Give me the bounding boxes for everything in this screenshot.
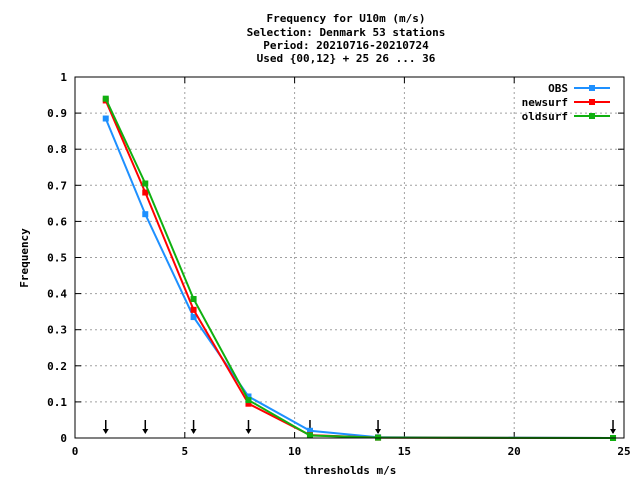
title-line-4: Used {00,12} + 25 26 ... 36: [257, 52, 436, 65]
y-tick-label: 1: [60, 71, 67, 84]
data-point-newsurf: [190, 306, 197, 313]
threshold-arrow-head: [375, 429, 382, 434]
threshold-arrow-head: [190, 429, 197, 434]
series-oldsurf: [102, 95, 617, 441]
legend-item-OBS: OBS: [548, 82, 610, 95]
threshold-arrow-head: [245, 429, 252, 434]
data-point-newsurf: [142, 189, 149, 196]
y-tick-label: 0.5: [47, 252, 67, 265]
y-tick-label: 0.2: [47, 360, 67, 373]
threshold-arrow-icon: [610, 420, 617, 434]
series-line-OBS: [104, 118, 614, 439]
data-point-oldsurf: [306, 432, 313, 439]
y-tick-label: 0.9: [47, 107, 67, 120]
threshold-arrow-head: [610, 429, 617, 434]
x-tick-label: 25: [617, 445, 630, 458]
threshold-arrow-icon: [245, 420, 252, 434]
y-tick-label: 0.6: [47, 215, 67, 228]
y-tick-label: 0.4: [47, 288, 67, 301]
series-newsurf: [102, 97, 617, 441]
legend-swatch-marker: [589, 85, 595, 91]
data-point-OBS: [190, 314, 197, 321]
y-tick-label: 0.8: [47, 143, 67, 156]
plot-frame: [74, 76, 625, 439]
x-tick-label: 20: [508, 445, 521, 458]
data-point-oldsurf: [190, 296, 197, 303]
threshold-arrow-icon: [375, 420, 382, 434]
legend-label: oldsurf: [522, 110, 568, 123]
data-point-oldsurf: [102, 95, 109, 102]
y-tick-label: 0.1: [47, 396, 67, 409]
threshold-arrow-icon: [142, 420, 149, 434]
grid: [75, 77, 624, 438]
data-point-OBS: [102, 115, 109, 122]
legend-swatch-marker: [589, 113, 595, 119]
y-axis-label: Frequency: [18, 228, 31, 288]
threshold-arrow-head: [102, 429, 109, 434]
legend-item-newsurf: newsurf: [522, 96, 610, 109]
threshold-arrow-icon: [102, 420, 109, 434]
threshold-arrow-head: [142, 429, 149, 434]
data-point-OBS: [142, 211, 149, 218]
threshold-arrow-icon: [190, 420, 197, 434]
data-point-OBS: [306, 427, 313, 434]
data-point-oldsurf: [245, 397, 252, 404]
data-point-oldsurf: [142, 180, 149, 187]
series-group: [102, 95, 617, 441]
y-tick-label: 0.3: [47, 324, 67, 337]
legend-swatch-marker: [589, 99, 595, 105]
legend-label: newsurf: [522, 96, 568, 109]
x-tick-label: 10: [288, 445, 301, 458]
x-tick-label: 5: [181, 445, 188, 458]
data-point-newsurf: [245, 400, 252, 407]
legend-label: OBS: [548, 82, 568, 95]
x-axis-label: thresholds m/s: [304, 464, 397, 477]
title-line-2: Selection: Denmark 53 stations: [247, 26, 446, 39]
title-line-3: Period: 20210716-20210724: [263, 39, 429, 52]
chart-title: Frequency for U10m (m/s) Selection: Denm…: [247, 12, 446, 65]
data-point-OBS: [245, 393, 252, 400]
x-tick-label: 0: [72, 445, 79, 458]
legend-item-oldsurf: oldsurf: [522, 110, 610, 123]
y-tick-label: 0.7: [47, 179, 67, 192]
x-tick-label: 15: [398, 445, 411, 458]
axis-ticks: 00.10.20.30.40.50.60.70.80.910 5 10 15 20 25: [47, 71, 631, 458]
title-line-1: Frequency for U10m (m/s): [267, 12, 426, 25]
threshold-markers: [102, 420, 617, 434]
y-tick-label: 0: [60, 432, 67, 445]
